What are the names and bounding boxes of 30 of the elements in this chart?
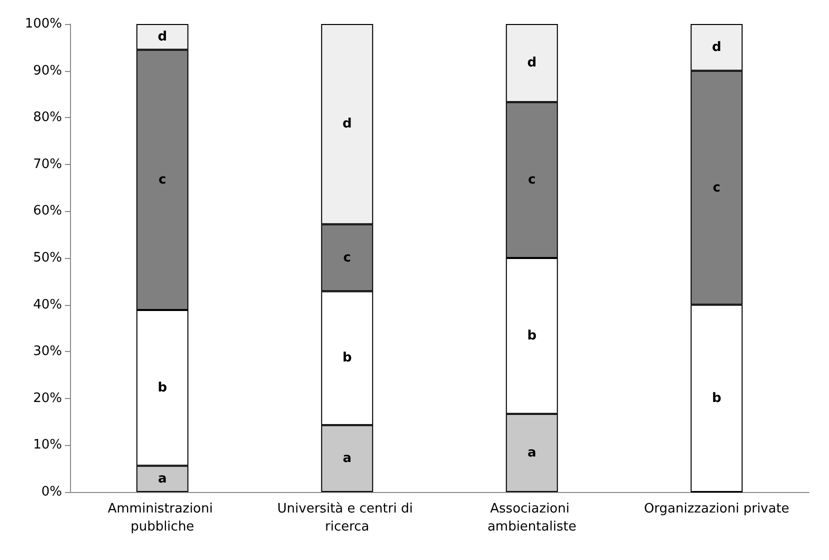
y-tick-label: 90%: [33, 63, 62, 78]
text: c: [712, 180, 720, 196]
y-tick-label: 40%: [33, 297, 62, 312]
y-tick-label: 10%: [33, 438, 62, 453]
y-tick-label: 60%: [33, 204, 62, 219]
text: d: [527, 56, 537, 71]
series-label: b: [158, 380, 168, 396]
text: a: [342, 451, 352, 466]
text: b: [527, 328, 537, 344]
text: b: [712, 390, 722, 406]
x-tick-label: Organizzazioni private: [644, 502, 790, 516]
text: c: [528, 172, 536, 188]
text: d: [342, 116, 352, 132]
x-tick-label: Associazioni ambientaliste: [487, 502, 576, 534]
series-label: c: [158, 172, 166, 188]
y-tick-label: 20%: [33, 390, 62, 406]
text: b: [342, 350, 352, 366]
x-tick-label: Università e centri di ricerca: [277, 502, 417, 534]
series-label: a: [158, 471, 167, 486]
y-tick-label: 0%: [41, 484, 62, 500]
x-tick-label: Amministrazioni pubbliche: [108, 502, 217, 534]
y-tick-label: 50%: [33, 250, 62, 266]
text: d: [712, 40, 722, 55]
series-label: d: [158, 29, 168, 44]
text: a: [527, 445, 536, 460]
y-tick-label: 30%: [33, 344, 62, 360]
text: c: [343, 250, 351, 266]
y-tick-label: 70%: [33, 156, 62, 172]
y-tick-label: 100%: [24, 16, 62, 32]
y-tick-label: 80%: [33, 110, 62, 126]
